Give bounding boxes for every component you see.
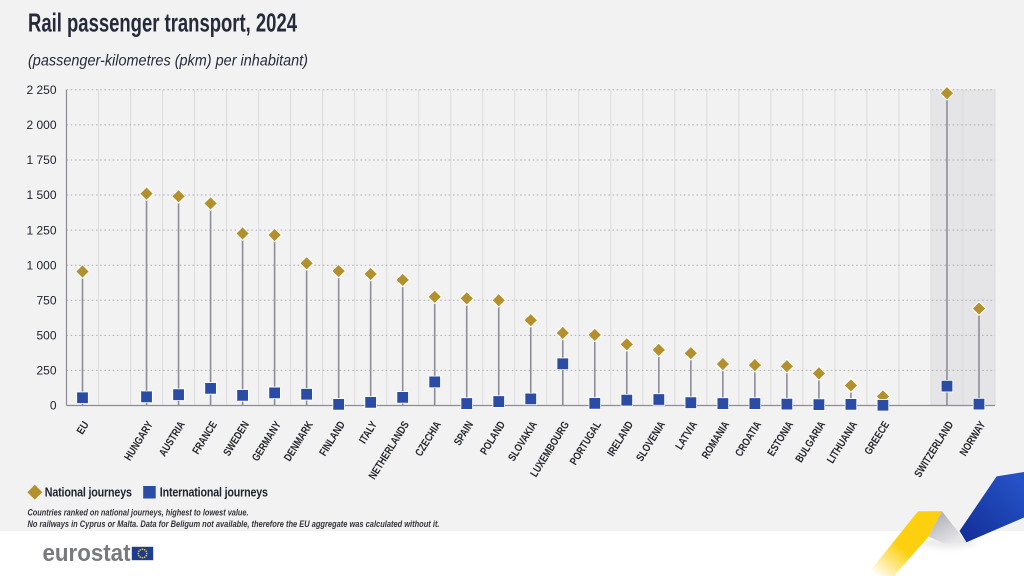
svg-text:1 500: 1 500 — [26, 188, 56, 202]
svg-text:0: 0 — [50, 399, 57, 413]
svg-text:Rail passenger transport, 2024: Rail passenger transport, 2024 — [28, 8, 297, 38]
svg-text:500: 500 — [36, 329, 56, 343]
svg-text:750: 750 — [36, 293, 56, 307]
svg-text:EU: EU — [75, 420, 92, 437]
svg-text:2 000: 2 000 — [26, 118, 56, 132]
svg-text:1 750: 1 750 — [26, 153, 56, 167]
svg-text:eurostat: eurostat — [43, 540, 131, 567]
svg-text:250: 250 — [36, 364, 56, 378]
svg-text:1 250: 1 250 — [26, 223, 56, 237]
svg-text:1 000: 1 000 — [26, 258, 56, 272]
svg-text:Countries ranked on national j: Countries ranked on national journeys, h… — [28, 508, 249, 519]
svg-text:(passenger-kilometres (pkm) pe: (passenger-kilometres (pkm) per inhabita… — [28, 52, 308, 69]
svg-text:2 250: 2 250 — [26, 83, 56, 97]
svg-text:National journeys: National journeys — [45, 484, 132, 499]
svg-text:No railways in Cyprus or Malta: No railways in Cyprus or Malta. Data for… — [28, 519, 440, 530]
svg-text:International journeys: International journeys — [160, 484, 268, 499]
